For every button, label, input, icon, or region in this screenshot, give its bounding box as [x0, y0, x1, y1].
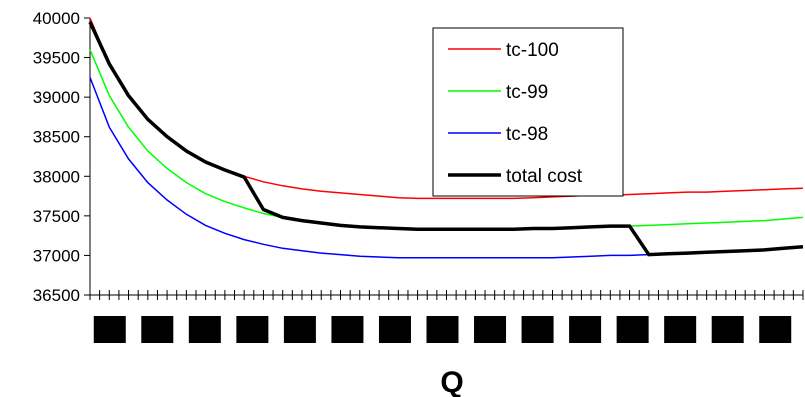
redacted-category-label: [759, 316, 792, 343]
y-tick-label: 37500: [33, 207, 80, 226]
redacted-category-label: [426, 316, 459, 343]
y-tick-label: 37000: [33, 246, 80, 265]
redacted-category-label: [521, 316, 554, 343]
x-axis: [89, 290, 804, 300]
legend-label: tc-98: [506, 124, 548, 145]
redacted-category-label: [141, 316, 174, 343]
redacted-category-label: [711, 316, 744, 343]
redacted-category-label: [474, 316, 507, 343]
x-category-labels-redacted: [93, 316, 792, 343]
y-axis: 36500 37000 37500 38000 38500 39000 39500 40000: [33, 9, 91, 305]
redacted-category-label: [236, 316, 269, 343]
redacted-category-label: [378, 316, 411, 343]
y-tick-label: 36500: [33, 286, 80, 305]
redacted-category-label: [93, 316, 126, 343]
redacted-category-label: [664, 316, 697, 343]
redacted-category-label: [616, 316, 649, 343]
legend-label: total cost: [506, 166, 583, 187]
y-tick-label: 40000: [33, 9, 80, 28]
legend: tc-100 tc-99 tc-98 total cost: [432, 27, 624, 197]
y-tick-label: 38500: [33, 128, 80, 147]
redacted-category-label: [331, 316, 364, 343]
legend-label: tc-100: [506, 40, 559, 61]
y-tick-label: 39500: [33, 49, 80, 68]
series-line-total-cost: [88, 21, 804, 257]
legend-label: tc-99: [506, 82, 548, 103]
x-axis-title: Q: [440, 366, 463, 397]
y-tick-label: 38000: [33, 167, 80, 186]
series-layer: [88, 17, 804, 259]
redacted-category-label: [283, 316, 316, 343]
legend-box: [432, 27, 624, 197]
y-tick-label: 39000: [33, 88, 80, 107]
redacted-category-label: [569, 316, 602, 343]
redacted-category-label: [188, 316, 221, 343]
